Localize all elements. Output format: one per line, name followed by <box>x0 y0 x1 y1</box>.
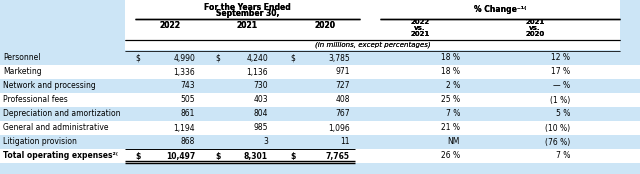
Text: — %: — % <box>553 81 570 90</box>
Bar <box>0 149 640 163</box>
Text: 2021: 2021 <box>236 22 257 30</box>
Text: 403: 403 <box>253 96 268 105</box>
Text: September 30,: September 30, <box>216 9 279 18</box>
Text: 985: 985 <box>253 124 268 132</box>
Text: Professional fees: Professional fees <box>3 96 68 105</box>
Text: For the Years Ended: For the Years Ended <box>204 2 291 11</box>
Text: 2021: 2021 <box>410 31 429 37</box>
Text: Depreciation and amortization: Depreciation and amortization <box>3 109 120 118</box>
Text: 2021: 2021 <box>410 31 429 37</box>
Text: 7 %: 7 % <box>556 152 570 160</box>
Text: 3,785: 3,785 <box>328 53 350 62</box>
Text: 2020: 2020 <box>314 22 335 30</box>
Text: vs.: vs. <box>414 25 426 31</box>
Bar <box>0 107 640 121</box>
Bar <box>0 65 640 79</box>
Text: NM: NM <box>447 137 460 147</box>
Text: 1,194: 1,194 <box>173 124 195 132</box>
Text: 2022: 2022 <box>159 22 180 30</box>
Bar <box>0 79 640 93</box>
Text: (in millions, except percentages): (in millions, except percentages) <box>315 42 430 48</box>
Text: Network and processing: Network and processing <box>3 81 96 90</box>
Text: $: $ <box>135 53 140 62</box>
Text: 2021: 2021 <box>525 19 545 25</box>
Text: 1,096: 1,096 <box>328 124 350 132</box>
Text: 3: 3 <box>263 137 268 147</box>
Text: (in millions, except percentages): (in millions, except percentages) <box>315 42 430 48</box>
Text: 25 %: 25 % <box>441 96 460 105</box>
Text: 2022: 2022 <box>410 19 429 25</box>
Text: (10 %): (10 %) <box>545 124 570 132</box>
Text: September 30,: September 30, <box>216 9 279 18</box>
Text: 7 %: 7 % <box>445 109 460 118</box>
Text: 408: 408 <box>335 96 350 105</box>
Text: $: $ <box>215 53 220 62</box>
Text: Total operating expenses²⁽: Total operating expenses²⁽ <box>3 152 118 160</box>
Text: 804: 804 <box>253 109 268 118</box>
Text: 2020: 2020 <box>525 31 545 37</box>
Text: vs.: vs. <box>529 25 541 31</box>
Text: 2022: 2022 <box>410 19 429 25</box>
Text: (1 %): (1 %) <box>550 96 570 105</box>
Text: 727: 727 <box>335 81 350 90</box>
Text: 2 %: 2 % <box>445 81 460 90</box>
Text: 5 %: 5 % <box>556 109 570 118</box>
Text: 505: 505 <box>180 96 195 105</box>
Text: Marketing: Marketing <box>3 68 42 77</box>
Text: 971: 971 <box>335 68 350 77</box>
Text: 868: 868 <box>180 137 195 147</box>
Text: 767: 767 <box>335 109 350 118</box>
Bar <box>125 0 620 49</box>
Text: $: $ <box>290 152 296 160</box>
Text: 2022: 2022 <box>159 22 180 30</box>
Bar <box>0 51 640 65</box>
Bar <box>0 93 640 107</box>
Text: 4,240: 4,240 <box>246 53 268 62</box>
Bar <box>0 135 640 149</box>
Text: 7,765: 7,765 <box>326 152 350 160</box>
Text: Personnel: Personnel <box>3 53 40 62</box>
Text: $: $ <box>135 152 140 160</box>
Text: 11: 11 <box>340 137 350 147</box>
Text: 2021: 2021 <box>236 22 257 30</box>
Text: 1,336: 1,336 <box>173 68 195 77</box>
Text: 2020: 2020 <box>525 31 545 37</box>
Text: $: $ <box>215 152 220 160</box>
Text: Litigation provision: Litigation provision <box>3 137 77 147</box>
Text: 4,990: 4,990 <box>173 53 195 62</box>
Text: 18 %: 18 % <box>441 68 460 77</box>
Text: 18 %: 18 % <box>441 53 460 62</box>
Text: (76 %): (76 %) <box>545 137 570 147</box>
Text: For the Years Ended: For the Years Ended <box>204 2 291 11</box>
Text: % Change⁻¹⁽: % Change⁻¹⁽ <box>474 5 526 14</box>
Text: 21 %: 21 % <box>441 124 460 132</box>
Text: 743: 743 <box>180 81 195 90</box>
Text: 17 %: 17 % <box>551 68 570 77</box>
Text: 2020: 2020 <box>314 22 335 30</box>
Text: 12 %: 12 % <box>551 53 570 62</box>
Text: 2021: 2021 <box>525 19 545 25</box>
Text: $: $ <box>290 53 295 62</box>
Text: General and administrative: General and administrative <box>3 124 109 132</box>
Text: 26 %: 26 % <box>441 152 460 160</box>
Text: 10,497: 10,497 <box>166 152 195 160</box>
Text: 1,136: 1,136 <box>246 68 268 77</box>
Text: 8,301: 8,301 <box>244 152 268 160</box>
Bar <box>125 0 620 50</box>
Text: 861: 861 <box>180 109 195 118</box>
Text: vs.: vs. <box>414 25 426 31</box>
Text: vs.: vs. <box>529 25 541 31</box>
Text: 730: 730 <box>253 81 268 90</box>
Text: % Change⁻¹⁽: % Change⁻¹⁽ <box>474 5 526 14</box>
Bar <box>0 121 640 135</box>
